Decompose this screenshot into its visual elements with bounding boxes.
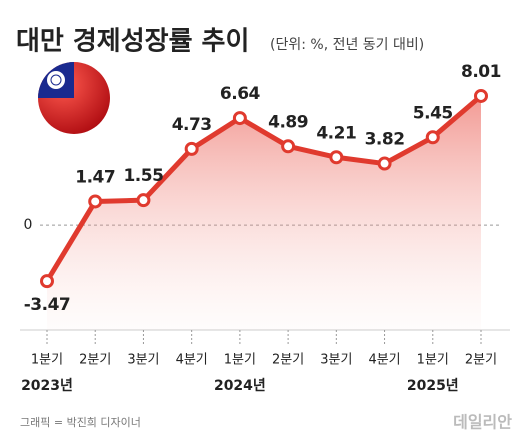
credit: 그래픽 = 박진희 디자이너 xyxy=(20,416,141,429)
watermark: 데일리안 xyxy=(453,413,512,432)
x-tick-label: 3분기 xyxy=(320,353,352,368)
value-label: 1.47 xyxy=(75,167,115,187)
value-label: 5.45 xyxy=(413,103,453,123)
x-tick-label: 2분기 xyxy=(465,353,497,368)
x-tick-label: 1분기 xyxy=(417,353,449,368)
point xyxy=(377,156,392,171)
taiwan-flag xyxy=(38,62,110,134)
point xyxy=(184,141,199,156)
chart-subtitle: (단위: %, 전년 동기 대비) xyxy=(270,37,424,53)
point xyxy=(40,274,54,289)
group-label: 2023년 xyxy=(21,378,73,394)
point xyxy=(232,111,247,126)
point xyxy=(88,194,103,209)
value-label: 8.01 xyxy=(461,62,501,82)
point xyxy=(329,150,344,165)
x-tick-label: 4분기 xyxy=(176,353,208,368)
chart-title: 대만 경제성장률 추이 xyxy=(16,27,249,57)
point xyxy=(136,193,151,208)
value-label: 1.55 xyxy=(123,166,163,186)
area xyxy=(47,95,481,330)
value-label: 4.89 xyxy=(268,112,308,132)
value-label: 4.21 xyxy=(316,123,356,143)
group-label: 2024년 xyxy=(214,378,266,394)
value-label: 6.64 xyxy=(220,84,261,104)
point xyxy=(425,130,440,145)
value-label: -3.47 xyxy=(24,295,71,315)
point xyxy=(281,139,296,154)
y-tick-label: 0 xyxy=(24,217,33,233)
x-tick-label: 4분기 xyxy=(368,353,400,368)
x-tick-label: 1분기 xyxy=(31,353,63,368)
value-label: 4.73 xyxy=(172,115,212,135)
x-tick-label: 3분기 xyxy=(127,353,159,368)
x-tick-label: 2분기 xyxy=(272,353,304,368)
line xyxy=(44,94,483,283)
x-tick-label: 1분기 xyxy=(224,353,256,368)
value-label: 3.82 xyxy=(365,130,405,150)
point xyxy=(474,88,488,103)
x-tick-label: 2분기 xyxy=(79,353,111,368)
group-label: 2025년 xyxy=(407,378,459,394)
